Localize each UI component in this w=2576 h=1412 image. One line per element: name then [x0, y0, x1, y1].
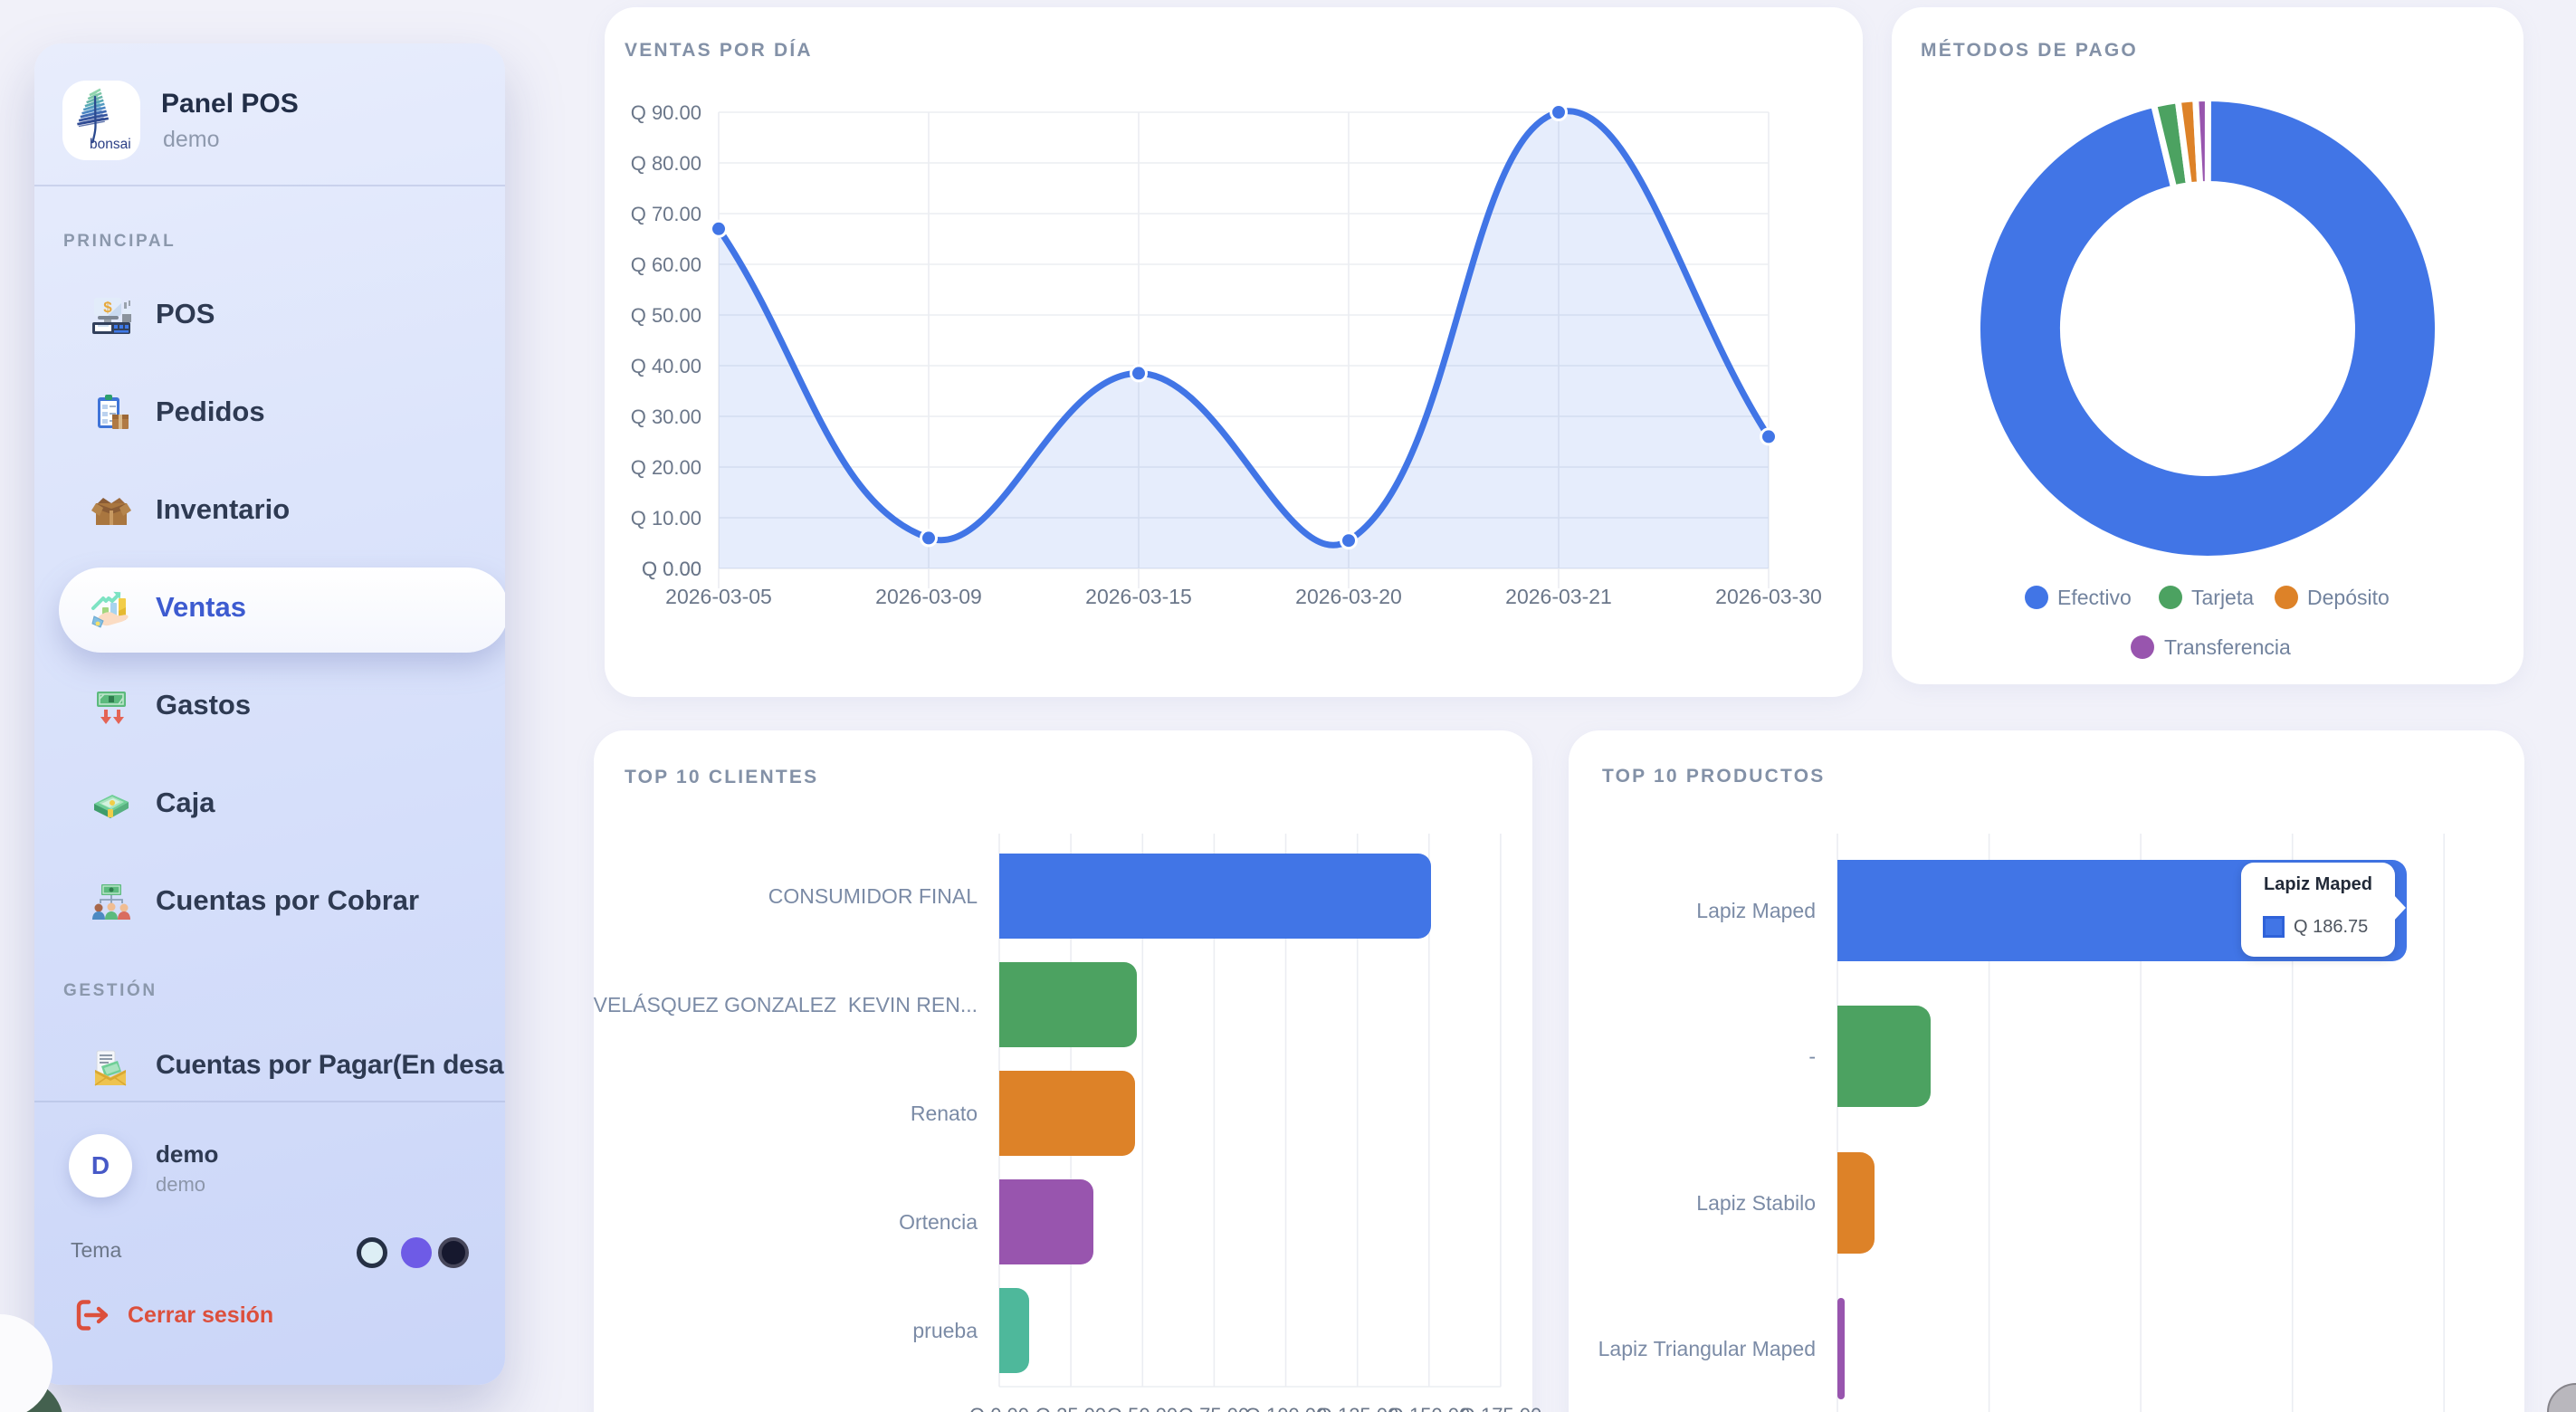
svg-text:Q 50.00: Q 50.00 [1107, 1404, 1178, 1412]
svg-text:Q 10.00: Q 10.00 [631, 507, 701, 530]
svg-text:2026-03-09: 2026-03-09 [875, 585, 982, 608]
svg-text:Q 0.00: Q 0.00 [642, 558, 701, 580]
svg-text:Efectivo: Efectivo [2057, 586, 2132, 609]
svg-text:VELÁSQUEZ GONZALEZ KEVIN REN.: VELÁSQUEZ GONZALEZ KEVIN REN... [594, 993, 978, 1016]
svg-text:Q 80.00: Q 80.00 [631, 152, 701, 175]
svg-text:bonsai: bonsai [90, 137, 131, 152]
svg-text:2026-03-30: 2026-03-30 [1715, 585, 1822, 608]
svg-text:Lapiz Stabilo: Lapiz Stabilo [1696, 1191, 1816, 1215]
svg-text:Q 175.00: Q 175.00 [1460, 1404, 1542, 1412]
svg-text:Q 150.00: Q 150.00 [1388, 1404, 1471, 1412]
svg-text:$: $ [103, 299, 112, 316]
svg-text:2026-03-05: 2026-03-05 [665, 585, 772, 608]
svg-text:-: - [1808, 1045, 1816, 1068]
svg-text:Lapiz Triangular Maped: Lapiz Triangular Maped [1598, 1337, 1816, 1360]
svg-text:Tarjeta: Tarjeta [2191, 586, 2254, 609]
svg-text:Q 125.00: Q 125.00 [1317, 1404, 1399, 1412]
svg-text:Q 90.00: Q 90.00 [631, 101, 701, 124]
svg-text:Renato: Renato [911, 1102, 978, 1125]
svg-text:CONSUMIDOR FINAL: CONSUMIDOR FINAL [768, 884, 978, 908]
svg-text:Q 25.00: Q 25.00 [1035, 1404, 1106, 1412]
svg-text:Q 0.00: Q 0.00 [969, 1404, 1029, 1412]
svg-text:2026-03-15: 2026-03-15 [1085, 585, 1192, 608]
svg-text:Q 75.00: Q 75.00 [1178, 1404, 1249, 1412]
svg-text:Transferencia: Transferencia [2164, 635, 2291, 659]
svg-text:Q 50.00: Q 50.00 [631, 304, 701, 327]
svg-text:Lapiz Maped: Lapiz Maped [1696, 899, 1816, 922]
svg-text:prueba: prueba [912, 1319, 978, 1342]
svg-text:Depósito: Depósito [2307, 586, 2390, 609]
svg-text:2026-03-20: 2026-03-20 [1295, 585, 1402, 608]
svg-text:Q 60.00: Q 60.00 [631, 253, 701, 276]
svg-text:Q 70.00: Q 70.00 [631, 203, 701, 225]
svg-text:Q 100.00: Q 100.00 [1245, 1404, 1328, 1412]
svg-text:Q 20.00: Q 20.00 [631, 456, 701, 479]
svg-text:Q 0.00: Q 0.00 [642, 558, 701, 580]
svg-text:Q 40.00: Q 40.00 [631, 355, 701, 377]
svg-text:Q 30.00: Q 30.00 [631, 405, 701, 428]
svg-text:2026-03-21: 2026-03-21 [1505, 585, 1612, 608]
svg-text:Ortencia: Ortencia [899, 1210, 978, 1234]
